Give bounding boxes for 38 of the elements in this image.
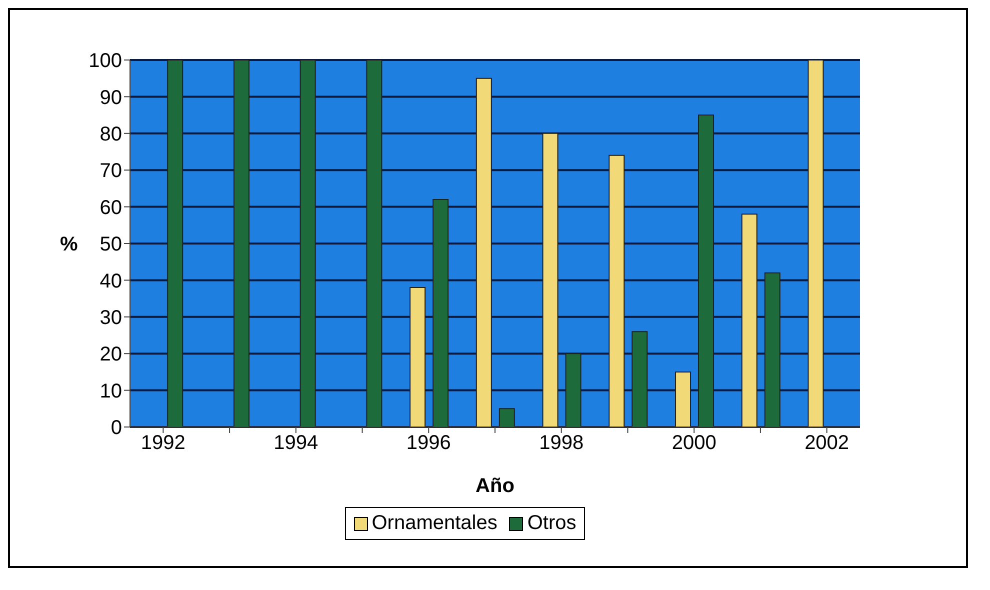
y-tick-label: 60	[100, 196, 122, 219]
x-tick-label: 1994	[274, 432, 318, 454]
x-tick-label: 1996	[406, 432, 451, 454]
bar	[300, 60, 316, 427]
bar	[167, 60, 184, 427]
x-axis-title: Año	[476, 475, 514, 497]
y-tick-label: 10	[100, 380, 122, 402]
bar	[764, 272, 780, 427]
y-tick-label: 30	[100, 307, 122, 329]
legend-label: Otros	[526, 512, 576, 535]
bar	[498, 408, 515, 427]
bar	[632, 331, 648, 427]
x-tick-label: 2002	[804, 432, 850, 454]
x-tick-label: 1992	[140, 432, 186, 454]
bar	[608, 154, 625, 427]
bar	[698, 114, 714, 427]
bar	[808, 60, 824, 427]
y-tick-label: 70	[100, 160, 122, 182]
bar	[542, 132, 558, 427]
bar	[476, 78, 492, 427]
y-tick-label: 0	[110, 417, 122, 440]
bar	[410, 287, 426, 427]
bar	[233, 60, 250, 427]
legend-label: Ornamentales	[370, 512, 498, 535]
y-tick-label: 80	[100, 124, 122, 146]
y-tick-label: 100	[88, 50, 122, 72]
x-tick-label: 1998	[539, 432, 584, 454]
bar	[675, 371, 692, 427]
y-axis-title: %	[60, 234, 78, 256]
bar	[366, 60, 382, 427]
bar	[741, 214, 758, 427]
bar	[432, 198, 449, 427]
x-tick-label: 2000	[672, 432, 716, 454]
bar	[565, 353, 582, 427]
y-tick-label: 50	[100, 234, 122, 256]
y-tick-label: 20	[100, 344, 122, 366]
y-tick-label: 40	[100, 270, 122, 292]
y-tick-label: 90	[100, 86, 122, 109]
